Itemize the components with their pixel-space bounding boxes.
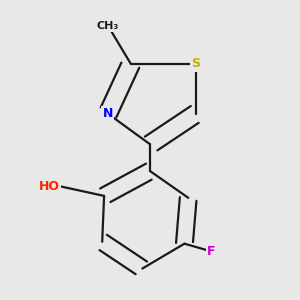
Text: CH₃: CH₃ bbox=[97, 21, 119, 31]
Text: HO: HO bbox=[39, 180, 60, 193]
Text: N: N bbox=[103, 107, 113, 120]
Text: S: S bbox=[191, 58, 200, 70]
Text: F: F bbox=[207, 245, 215, 258]
